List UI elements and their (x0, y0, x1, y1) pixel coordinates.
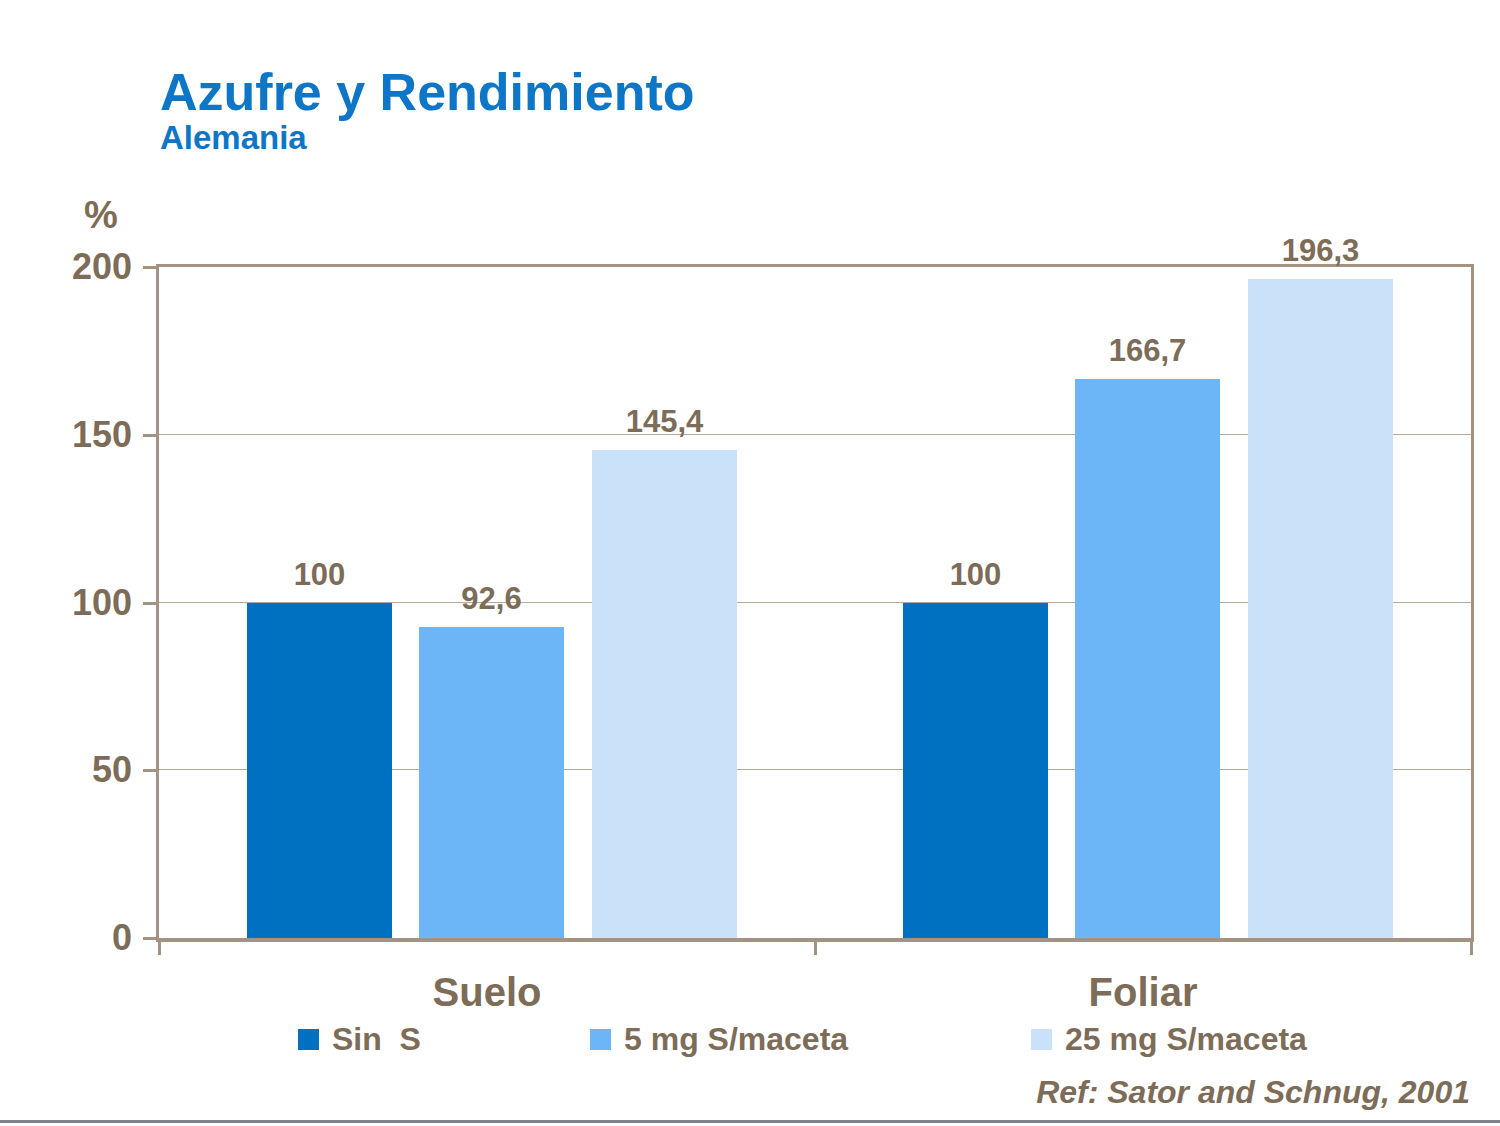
y-tick-label-0: 0 (28, 919, 132, 957)
y-tick-label-50: 50 (28, 751, 132, 789)
bar-foliar-series2 (1075, 379, 1220, 938)
bar-value-label: 100 (294, 557, 346, 593)
y-tick-label-100: 100 (28, 584, 132, 622)
x-category-label-foliar: Foliar (1089, 970, 1198, 1015)
legend-label: 5 mg S/maceta (624, 1021, 848, 1058)
bar-foliar-series1 (903, 603, 1048, 939)
legend-item-1: Sin S (298, 1016, 421, 1062)
legend-item-2: 5 mg S/maceta (590, 1016, 848, 1062)
x-tick-mark (158, 942, 161, 955)
plot-area: 10092,6145,4100166,7196,3 (156, 264, 1474, 942)
y-tick-mark (143, 434, 159, 437)
reference-text: Ref: Sator and Schnug, 2001 (1036, 1074, 1470, 1111)
legend-label: 25 mg S/maceta (1065, 1021, 1307, 1058)
bar-foliar-series3 (1248, 279, 1393, 938)
bar-suelo-series1 (247, 603, 392, 939)
bar-value-label: 166,7 (1109, 333, 1187, 369)
y-tick-mark (143, 769, 159, 772)
x-category-label-suelo: Suelo (433, 970, 542, 1015)
chart-title: Azufre y Rendimiento (160, 62, 695, 122)
legend-swatch-icon (1031, 1029, 1052, 1050)
x-tick-mark (814, 942, 817, 955)
legend-label: Sin S (332, 1021, 421, 1058)
chart-subtitle: Alemania (160, 119, 307, 157)
legend-item-3: 25 mg S/maceta (1031, 1016, 1307, 1062)
bottom-rule (0, 1120, 1500, 1123)
y-tick-mark (143, 937, 159, 940)
bar-value-label: 100 (950, 557, 1002, 593)
x-tick-mark (1470, 942, 1473, 955)
legend-swatch-icon (590, 1029, 611, 1050)
y-axis-unit-label: % (84, 194, 118, 237)
y-tick-label-150: 150 (28, 416, 132, 454)
bar-value-label: 196,3 (1282, 233, 1360, 269)
slide-canvas: Azufre y Rendimiento Alemania % 100 92,6 1… (0, 0, 1500, 1126)
bar-suelo-series3 (592, 450, 737, 938)
bar-suelo-series2 (419, 627, 564, 938)
legend-swatch-icon (298, 1029, 319, 1050)
y-tick-mark (143, 602, 159, 605)
bar-value-label: 145,4 (626, 404, 704, 440)
bar-value-label: 92,6 (461, 581, 521, 617)
y-tick-label-200: 200 (28, 248, 132, 286)
y-tick-mark (143, 266, 159, 269)
